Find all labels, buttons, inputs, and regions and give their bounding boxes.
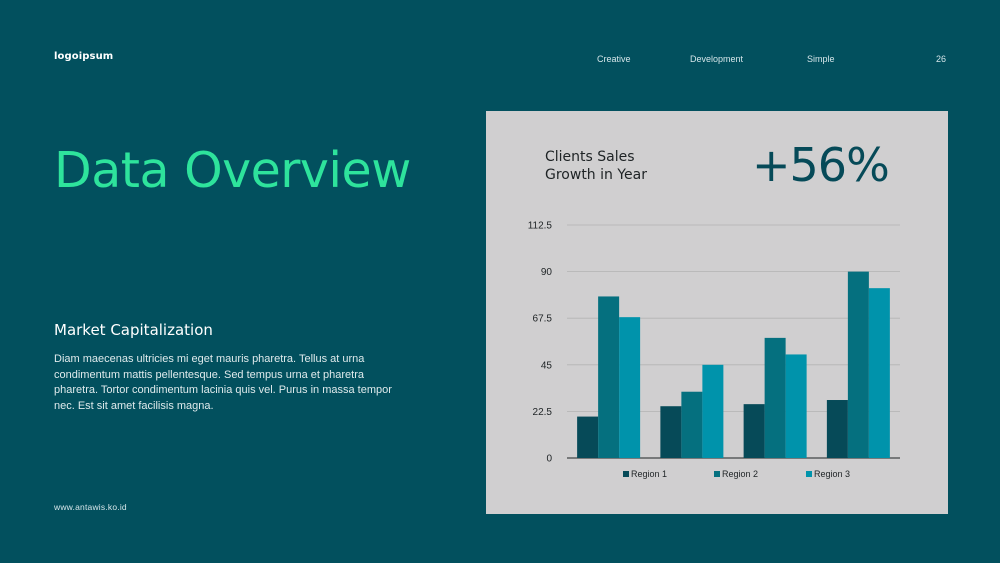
bar-region-3 bbox=[785, 354, 807, 458]
bar-region-1 bbox=[577, 416, 599, 458]
legend-label: Region 2 bbox=[722, 469, 758, 479]
section-subtitle: Market Capitalization bbox=[54, 321, 213, 339]
legend-swatch bbox=[623, 471, 629, 477]
nav-item-development[interactable]: Development bbox=[690, 54, 744, 64]
logo: logoipsum bbox=[54, 51, 114, 62]
bar-region-1 bbox=[743, 404, 765, 458]
legend-label: Region 3 bbox=[814, 469, 850, 479]
nav-item-creative[interactable]: Creative bbox=[597, 54, 631, 64]
bar-chart: 0 22.5 45 67.5 90 112.5 Region 1 Region 2 Region… bbox=[528, 221, 900, 479]
bar-region-1 bbox=[826, 400, 848, 458]
footer-url[interactable]: www.antawis.ko.id bbox=[54, 502, 127, 512]
y-tick-label: 22.5 bbox=[533, 407, 553, 418]
nav-item-simple[interactable]: Simple bbox=[807, 54, 835, 64]
y-tick-label: 0 bbox=[546, 454, 552, 465]
page-title: Data Overview bbox=[54, 142, 411, 199]
bar-region-3 bbox=[868, 288, 890, 458]
growth-figure: +56% bbox=[752, 138, 890, 192]
legend-label: Region 1 bbox=[631, 469, 667, 479]
bar-region-2 bbox=[764, 337, 786, 458]
chart-card: Clients Sales Growth in Year +56% 0 22.5 4… bbox=[486, 111, 948, 514]
y-tick-label: 67.5 bbox=[533, 314, 553, 325]
bar-region-2 bbox=[598, 296, 620, 458]
legend-swatch bbox=[714, 471, 720, 477]
bar-region-2 bbox=[847, 271, 869, 458]
bar-region-1 bbox=[660, 406, 682, 458]
y-tick-label: 90 bbox=[541, 267, 553, 278]
bar-region-2 bbox=[681, 391, 703, 458]
y-tick-label: 112.5 bbox=[528, 221, 553, 232]
chart-title-line-1: Clients Sales bbox=[545, 149, 635, 165]
bar-region-3 bbox=[619, 317, 641, 458]
bar-region-3 bbox=[702, 364, 724, 458]
body-paragraph: Diam maecenas ultricies mi eget mauris p… bbox=[54, 353, 392, 412]
y-tick-label: 45 bbox=[541, 360, 553, 371]
page-number: 26 bbox=[936, 54, 947, 64]
legend-swatch bbox=[806, 471, 812, 477]
chart-title: Clients Sales Growth in Year bbox=[545, 148, 647, 184]
chart-title-line-2: Growth in Year bbox=[545, 167, 647, 183]
